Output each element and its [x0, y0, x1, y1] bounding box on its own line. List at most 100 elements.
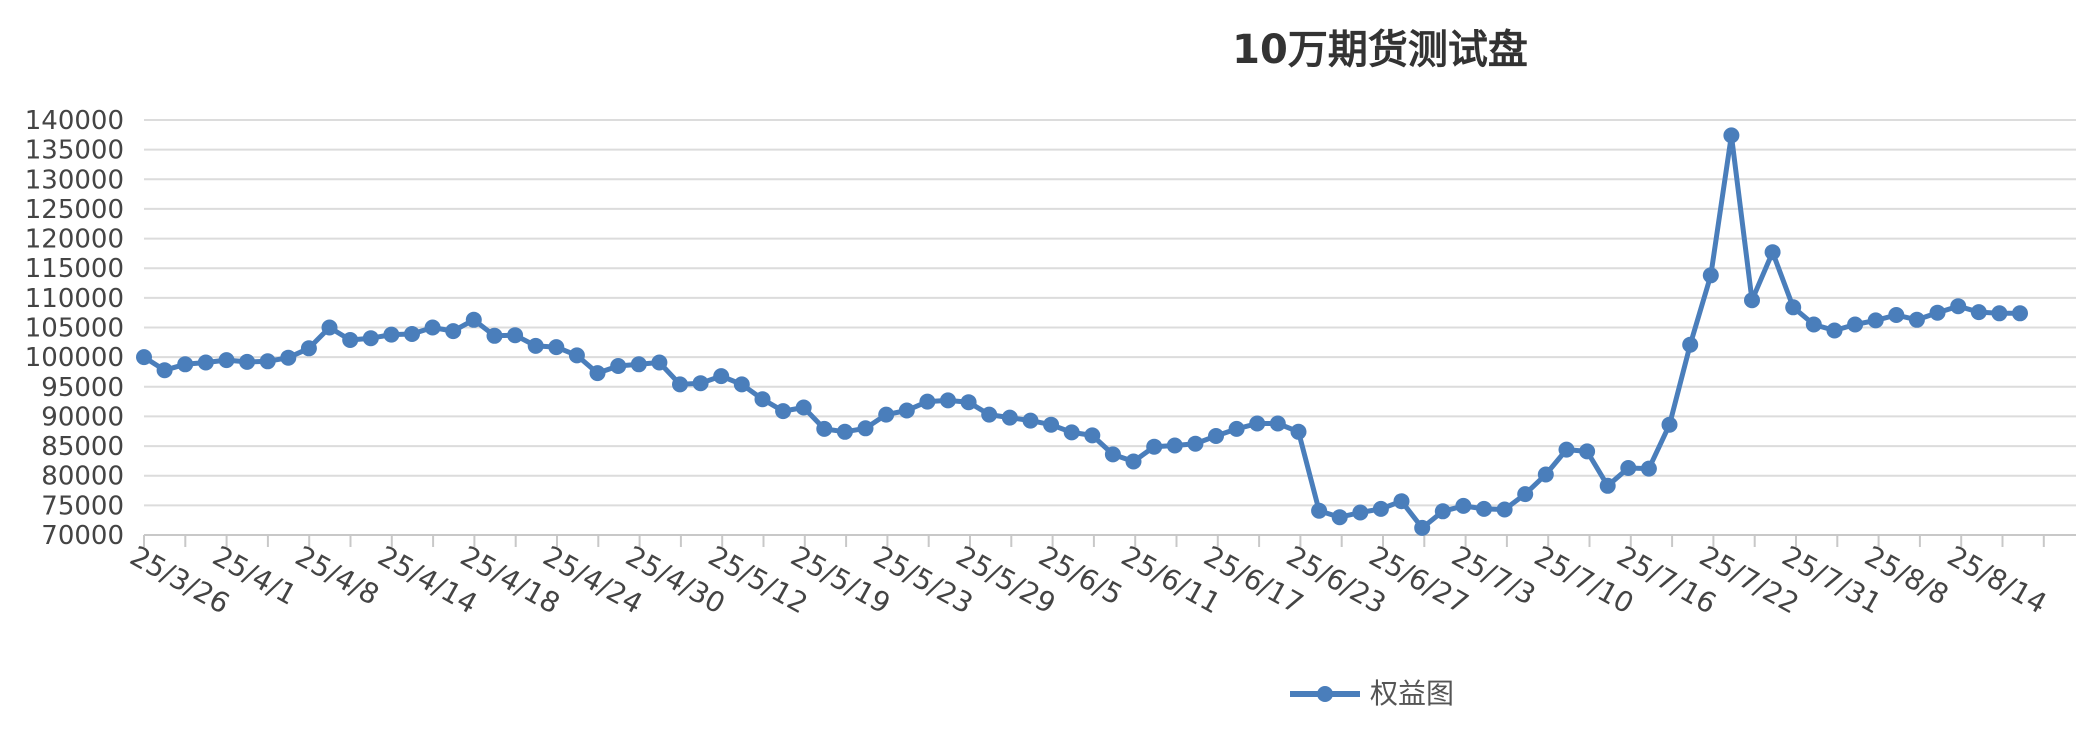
data-point — [362, 330, 379, 347]
data-point — [1805, 316, 1822, 333]
data-point — [940, 392, 956, 409]
data-point — [1579, 443, 1596, 460]
data-point — [1372, 500, 1389, 517]
data-point — [383, 326, 400, 343]
data-point — [1764, 244, 1781, 261]
data-point — [1166, 437, 1183, 454]
data-point — [486, 327, 503, 344]
data-point — [1537, 466, 1554, 483]
data-point — [424, 319, 441, 336]
data-point — [1043, 416, 1060, 433]
data-point — [321, 319, 338, 336]
data-point — [692, 375, 709, 392]
data-point — [1228, 420, 1245, 437]
data-point — [775, 403, 792, 420]
y-tick-label: 95000 — [41, 373, 124, 403]
y-tick-label: 140000 — [25, 106, 124, 136]
data-point — [1991, 305, 2008, 322]
data-point — [1125, 453, 1142, 470]
series-line — [142, 132, 2020, 531]
data-point — [280, 349, 297, 366]
data-point — [1723, 127, 1740, 144]
data-point — [1476, 500, 1492, 517]
data-point — [857, 420, 874, 437]
data-point — [672, 376, 688, 393]
data-point — [218, 352, 235, 369]
data-point — [1599, 477, 1616, 494]
x-axis — [143, 535, 2045, 547]
y-tick-label: 120000 — [25, 225, 124, 255]
data-point — [197, 354, 214, 371]
y-tick-labels: 7000075000800008500090000950001000001050… — [25, 106, 124, 551]
data-point — [177, 356, 194, 373]
data-point — [836, 423, 853, 440]
data-point — [136, 349, 152, 366]
data-point — [898, 402, 915, 419]
y-tick-label: 90000 — [41, 402, 124, 432]
data-point — [816, 420, 833, 437]
data-point — [981, 406, 998, 423]
y-tick-label: 105000 — [25, 314, 124, 344]
y-tick-label: 110000 — [25, 284, 124, 314]
data-point — [404, 326, 420, 342]
data-point — [1620, 460, 1637, 476]
y-tick-label: 135000 — [25, 136, 124, 166]
y-tick-label: 75000 — [41, 491, 124, 521]
data-point — [1434, 503, 1451, 520]
y-tick-label: 80000 — [41, 462, 124, 492]
data-point — [1558, 441, 1575, 458]
data-point — [1517, 486, 1534, 503]
y-tick-label: 100000 — [25, 343, 124, 373]
data-point — [1393, 493, 1410, 510]
series-equity — [136, 127, 2028, 536]
data-point — [651, 354, 668, 371]
legend-marker — [1317, 686, 1333, 702]
data-point — [1702, 267, 1719, 284]
data-point — [630, 356, 647, 373]
data-point — [342, 332, 359, 348]
data-point — [1455, 497, 1472, 514]
data-point — [1888, 307, 1905, 323]
data-point — [445, 323, 462, 340]
y-tick-label: 70000 — [41, 521, 124, 551]
data-point — [156, 362, 173, 379]
data-point — [1001, 409, 1018, 426]
x-tick-labels: 25/3/2625/4/125/4/825/4/1425/4/1825/4/24… — [125, 539, 2053, 620]
data-point — [548, 339, 565, 356]
data-point — [1187, 435, 1204, 452]
data-point — [1022, 412, 1039, 429]
data-point — [1908, 311, 1925, 328]
data-point — [465, 311, 482, 328]
data-point — [1249, 415, 1266, 432]
x-tick-label: 25/4/8 — [290, 539, 385, 612]
data-point — [1063, 424, 1080, 441]
data-point — [1084, 427, 1101, 444]
data-point — [300, 340, 317, 357]
data-point — [919, 393, 936, 410]
data-point — [527, 337, 544, 354]
data-point — [1496, 501, 1513, 518]
data-point — [239, 353, 256, 370]
data-point — [1661, 416, 1678, 433]
data-point — [1929, 304, 1946, 321]
data-point — [1682, 336, 1699, 353]
data-point — [733, 376, 750, 393]
data-point — [1331, 509, 1348, 526]
legend: 权益图 — [1290, 677, 1454, 710]
data-point — [1269, 415, 1286, 432]
data-point — [960, 394, 977, 411]
data-point — [589, 365, 606, 382]
data-point — [1744, 292, 1760, 309]
data-point — [713, 368, 730, 385]
data-point — [795, 399, 812, 416]
y-tick-label: 85000 — [41, 432, 124, 462]
data-point — [568, 347, 585, 364]
data-point — [754, 391, 771, 408]
chart-title: 10万期货测试盘 — [1232, 27, 1528, 73]
data-point — [1950, 298, 1967, 315]
x-tick-label: 25/8/14 — [1942, 539, 2052, 620]
y-tick-label: 115000 — [25, 254, 124, 284]
data-point — [507, 327, 524, 344]
legend-label: 权益图 — [1370, 677, 1454, 710]
